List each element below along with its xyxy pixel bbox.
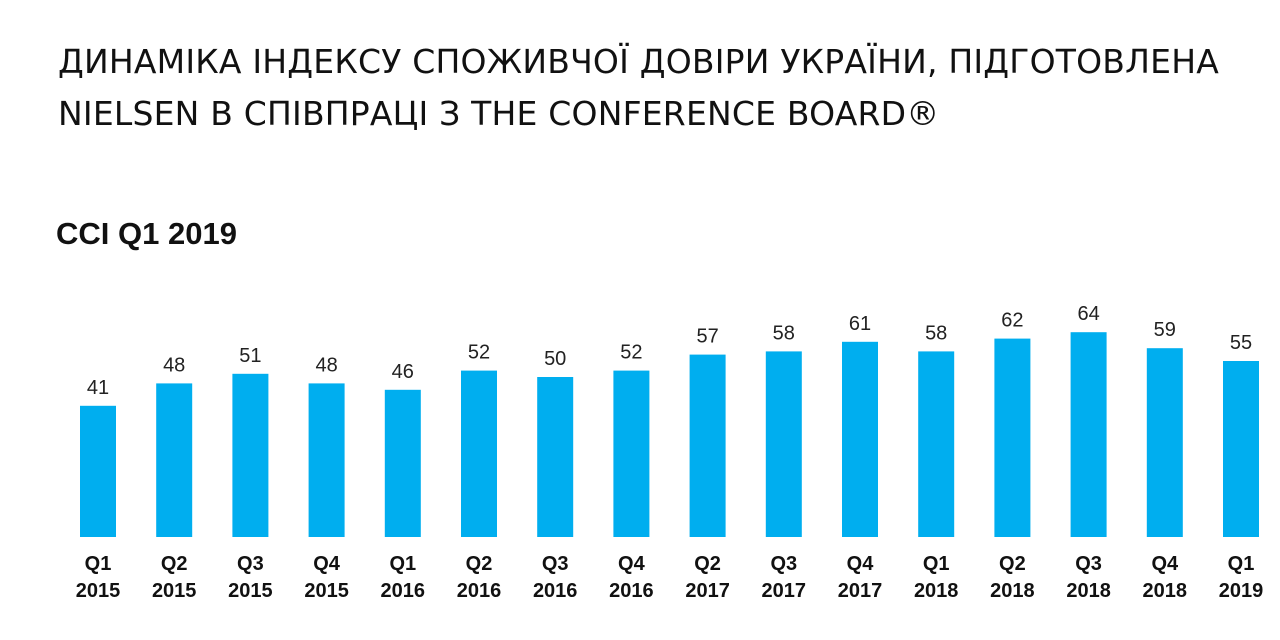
x-tick-year-1: 2015 xyxy=(76,580,121,602)
bar-value-label-7: 50 xyxy=(544,348,566,370)
bar-value-label-12: 58 xyxy=(925,322,947,344)
x-tick-year-4: 2015 xyxy=(304,580,349,602)
bar-14 xyxy=(1070,332,1107,537)
x-tick-year-2: 2015 xyxy=(152,580,197,602)
bar-5 xyxy=(384,389,421,537)
bar-8 xyxy=(613,370,650,537)
x-tick-quarter-8: Q4 xyxy=(618,553,646,575)
bar-16 xyxy=(1223,361,1259,537)
bar-6 xyxy=(461,370,497,537)
bar-value-label-2: 48 xyxy=(163,354,185,376)
bar-7 xyxy=(537,377,574,537)
x-tick-quarter-5: Q1 xyxy=(389,553,416,575)
x-tick-quarter-10: Q3 xyxy=(770,553,797,575)
bar-2 xyxy=(156,383,193,537)
x-tick-year-5: 2016 xyxy=(381,580,426,602)
page-title: ДИНАМІКА ІНДЕКСУ СПОЖИВЧОЇ ДОВІРИ УКРАЇН… xyxy=(58,36,1258,140)
bar-value-label-4: 48 xyxy=(315,354,337,376)
x-tick-quarter-3: Q3 xyxy=(237,553,264,575)
bar-value-label-13: 62 xyxy=(1001,310,1023,332)
x-tick-year-11: 2017 xyxy=(838,580,883,602)
x-tick-quarter-7: Q3 xyxy=(542,553,569,575)
x-tick-year-3: 2015 xyxy=(228,580,273,602)
x-tick-year-9: 2017 xyxy=(685,580,730,602)
x-tick-quarter-16: Q1 xyxy=(1228,553,1255,575)
bar-1 xyxy=(80,405,116,537)
x-tick-quarter-13: Q2 xyxy=(999,553,1026,575)
page-title-line-2: NIELSEN В СПІВПРАЦІ З THE CONFERENCE BOA… xyxy=(58,94,940,133)
x-tick-year-16: 2019 xyxy=(1219,580,1264,602)
x-tick-year-12: 2018 xyxy=(914,580,959,602)
x-tick-quarter-6: Q2 xyxy=(466,553,493,575)
bar-3 xyxy=(232,373,269,537)
bar-value-label-3: 51 xyxy=(239,345,261,367)
bar-13 xyxy=(994,338,1031,537)
x-tick-year-7: 2016 xyxy=(533,580,578,602)
chart-title: CCI Q1 2019 xyxy=(56,216,237,251)
x-tick-year-13: 2018 xyxy=(990,580,1035,602)
bar-value-label-15: 59 xyxy=(1154,319,1176,341)
x-tick-year-8: 2016 xyxy=(609,580,654,602)
x-tick-quarter-9: Q2 xyxy=(694,553,721,575)
bar-12 xyxy=(918,351,955,537)
x-tick-year-10: 2017 xyxy=(762,580,807,602)
x-tick-quarter-12: Q1 xyxy=(923,553,950,575)
x-tick-year-15: 2018 xyxy=(1143,580,1188,602)
bar-value-label-14: 64 xyxy=(1077,303,1099,325)
x-tick-year-14: 2018 xyxy=(1066,580,1111,602)
bar-value-label-1: 41 xyxy=(87,377,109,399)
bar-value-label-8: 52 xyxy=(620,342,642,364)
bar-9 xyxy=(689,354,726,537)
bar-value-label-11: 61 xyxy=(849,313,871,335)
x-tick-quarter-14: Q3 xyxy=(1075,553,1102,575)
bar-value-label-9: 57 xyxy=(696,326,718,348)
x-tick-quarter-1: Q1 xyxy=(85,553,112,575)
bar-11 xyxy=(842,341,878,537)
x-tick-quarter-4: Q4 xyxy=(313,553,341,575)
x-tick-quarter-2: Q2 xyxy=(161,553,188,575)
bar-value-label-6: 52 xyxy=(468,342,490,364)
bar-4 xyxy=(308,383,345,537)
x-tick-quarter-11: Q4 xyxy=(847,553,875,575)
bar-value-label-10: 58 xyxy=(773,322,795,344)
bar-value-label-5: 46 xyxy=(392,361,414,383)
bar-15 xyxy=(1146,348,1183,537)
page-title-line-1: ДИНАМІКА ІНДЕКСУ СПОЖИВЧОЇ ДОВІРИ УКРАЇН… xyxy=(58,42,1220,81)
bar-value-label-16: 55 xyxy=(1230,332,1252,354)
bar-10 xyxy=(765,351,802,537)
x-tick-quarter-15: Q4 xyxy=(1151,553,1179,575)
x-tick-year-6: 2016 xyxy=(457,580,502,602)
